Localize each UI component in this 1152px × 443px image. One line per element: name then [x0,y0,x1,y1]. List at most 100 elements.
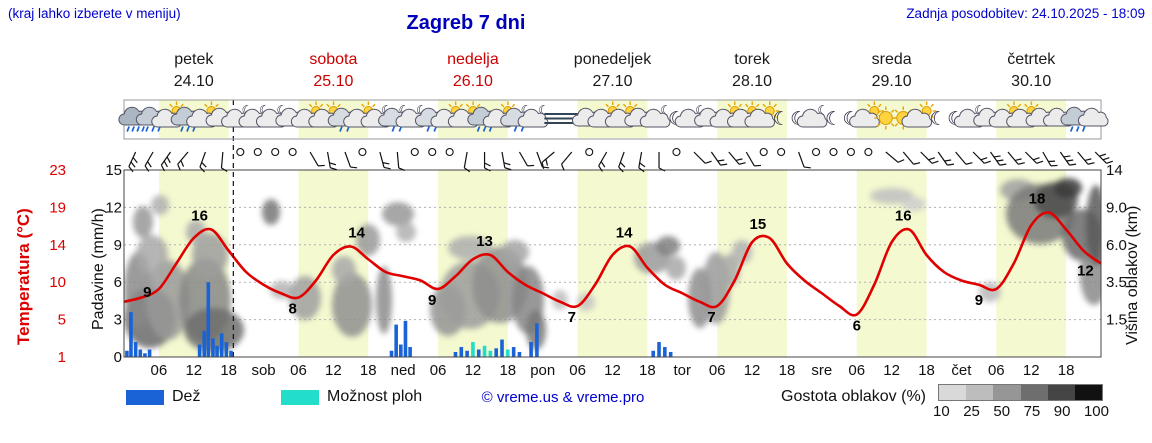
calm-wind-icon [777,147,786,157]
cloud-density-legend-label: Gostota oblakov (%) [781,388,926,405]
cloud-blob [151,195,169,215]
cloud-blob [289,276,321,320]
rain-bar [517,352,522,357]
wind-barb-icon [745,151,761,167]
wind-barb-icon [798,151,811,169]
precip-tick-label: 6 [114,274,122,291]
x-tick-label: sob [251,362,275,379]
x-tick-label: 12 [744,362,761,379]
rain-bar [197,344,202,357]
calm-wind-icon [811,147,821,157]
wind-barb-icon [501,151,512,171]
temp-point-label: 9 [975,292,983,309]
wind-barb-icon [693,151,712,164]
shower-bar [488,350,493,357]
cloud-blob [382,202,414,226]
cloud-blob [666,256,686,280]
cloud-blob [656,236,680,256]
cloud-tick-label: 6.0 [1106,237,1127,254]
x-tick-label: pon [530,362,555,379]
cloud-blob [870,188,914,204]
rain-bar [668,352,673,357]
cloud-height-axis-label: Višina oblakov (km) [1124,205,1141,345]
wind-barb-icon [463,151,471,173]
rain-bar [133,342,138,357]
cloud-scale-cell [939,385,967,400]
rain-bar [215,345,219,357]
shower-bar [482,345,487,357]
rain-bar [663,347,667,357]
rain-bar [219,333,224,357]
calm-wind-icon [585,147,594,157]
wind-barb-icon [902,151,921,165]
rain-bar [143,353,147,357]
cloud-blob [448,236,492,260]
shower-legend-label: Možnost ploh [327,388,423,405]
temp-point-label: 12 [1077,263,1094,280]
temp-tick-label: 23 [49,162,66,179]
moon-icon: ☾ [930,109,947,130]
cloud-blob [501,240,529,264]
wind-barb-icon [1077,151,1095,165]
x-tick-label: 18 [499,362,516,379]
rain-bar [129,312,133,357]
fog-icon [544,113,565,124]
temp-point-label: 15 [750,216,767,233]
calm-wind-icon [759,147,768,157]
x-tick-label: tor [674,362,692,379]
copyright-link[interactable]: © vreme.us & vreme.pro [481,389,645,406]
x-tick-label: 18 [639,362,656,379]
cloud-scale-label: 90 [1053,403,1071,420]
wind-barb-icon [937,151,955,166]
x-tick-label: 18 [1058,362,1075,379]
wind-barb-icon [885,151,905,163]
precipitation-axis-label: Padavine (mm/h) [90,208,107,330]
cloud-blob [1054,178,1082,198]
cloud-icon [1077,107,1109,127]
sun-cloud-icon [901,101,937,128]
wind-barb-icon [1024,151,1044,164]
x-tick-label: 12 [604,362,621,379]
precip-tick-label: 3 [114,312,122,329]
wind-barb-icon [618,151,626,173]
calm-wind-icon [864,147,873,157]
wind-barb-icon [598,151,608,172]
plot-mask [1101,100,1142,420]
sun-cloud-icon [744,101,780,128]
rain-bar [465,350,469,357]
cloud-density-scale-labels: 10 25 50 75 90 100 [933,403,1109,420]
rain-bar [206,282,211,357]
wind-barb-icon [658,152,666,172]
rain-bar [408,347,412,357]
x-tick-label: čet [951,362,972,379]
temp-tick-label: 10 [49,274,66,291]
cloud-blob [376,266,392,334]
x-tick-label: 12 [1023,362,1040,379]
plot-border [123,169,1102,358]
rain-bar [651,350,656,357]
svg-text:☾: ☾ [773,109,790,130]
temp-tick-label: 14 [49,237,66,254]
page-title: Zagreb 7 dni [406,12,526,34]
temp-point-label: 14 [616,225,633,242]
x-tick-label: 06 [848,362,865,379]
rain-bar [494,348,498,357]
cloud-scale-label: 100 [1083,403,1109,420]
rain-bar [229,350,233,357]
cloud-blob [732,240,752,264]
rain-bar [224,342,229,357]
cloud-scale-label: 75 [1023,403,1041,420]
temp-point-label: 18 [1029,191,1046,208]
moon-cloud-icon: ☾ [517,103,550,128]
shower-bar [506,349,510,357]
svg-text:☾: ☾ [538,103,550,118]
rain-bar [125,350,129,357]
wind-barb-icon [344,151,358,169]
svg-text:☾: ☾ [276,103,288,118]
wind-barb-icon [160,151,172,172]
moon-cloud-icon: ☾ [639,103,672,128]
sun-cloud-icon [849,101,884,128]
calm-wind-icon [358,147,367,157]
rain-bar [399,344,403,357]
x-tick-label: 06 [430,362,447,379]
